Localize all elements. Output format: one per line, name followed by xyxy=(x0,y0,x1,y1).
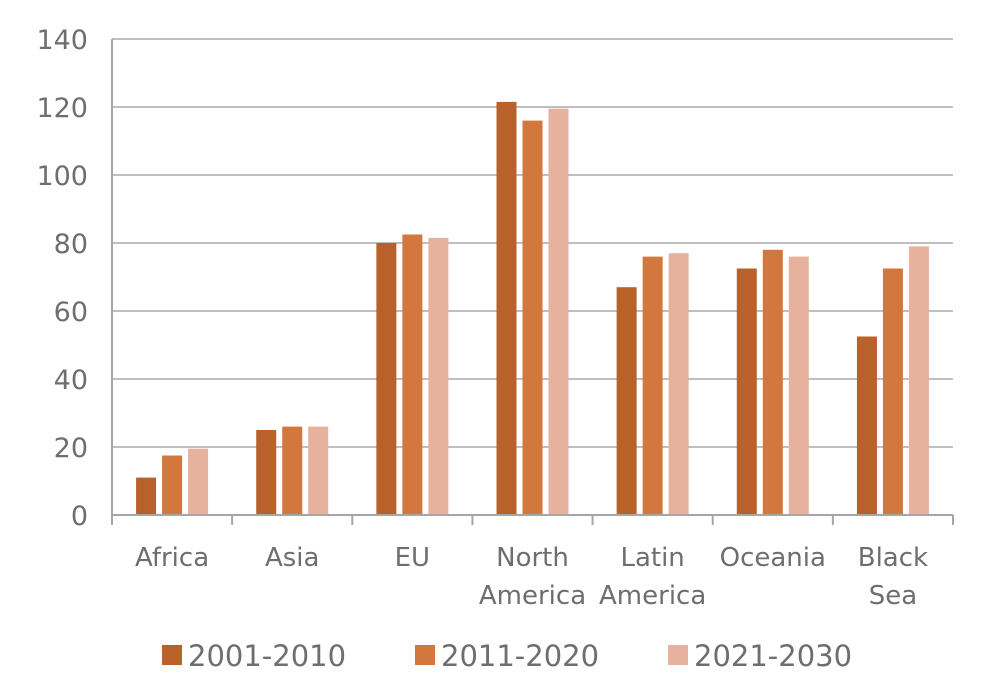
y-tick-label: 60 xyxy=(54,297,88,328)
y-tick-label: 40 xyxy=(54,365,88,396)
x-category-label: Black Sea xyxy=(858,543,928,611)
bar-2021-2030-Asia xyxy=(308,426,329,515)
bar-2021-2030-EU xyxy=(428,237,449,515)
bar-2011-2020-Oceania xyxy=(762,249,783,516)
bar-2011-2020-North America xyxy=(522,120,543,515)
legend-swatch xyxy=(162,645,182,665)
x-category-label-line: America xyxy=(599,581,706,611)
legend-swatch xyxy=(668,645,688,665)
x-category-label: North America xyxy=(479,543,586,611)
x-category-label: Asia xyxy=(265,543,320,573)
bar-2021-2030-Oceania xyxy=(788,256,809,515)
x-category-label-line: Oceania xyxy=(720,543,826,573)
bar-2001-2010-North America xyxy=(496,101,517,516)
y-tick-labels: 0 20 40 60 80 100 120 140 xyxy=(36,25,88,532)
x-category-label-line: EU xyxy=(395,543,430,573)
bar-2021-2030-Africa xyxy=(188,448,209,515)
x-category-label: Oceania xyxy=(720,543,826,573)
bar-2001-2010-EU xyxy=(376,243,397,515)
bar-2021-2030-Latin America xyxy=(668,253,689,515)
x-category-label-line: Black xyxy=(858,543,928,573)
x-category-label: EU xyxy=(395,543,430,573)
bars xyxy=(136,101,929,516)
bar-2011-2020-Black Sea xyxy=(882,268,903,515)
y-tick-label: 140 xyxy=(36,25,88,56)
legend-label: 2001-2010 xyxy=(188,639,346,673)
x-category-label-line: Latin xyxy=(620,543,684,573)
x-category-label: Latin America xyxy=(599,543,706,611)
bar-2001-2010-Latin America xyxy=(616,287,637,515)
x-category-label-line: Asia xyxy=(265,543,320,573)
legend: 2001-2010 2011-2020 2021-2030 xyxy=(162,639,852,673)
bar-2011-2020-Africa xyxy=(162,455,183,515)
bar-2021-2030-North America xyxy=(548,108,569,515)
bar-2001-2010-Asia xyxy=(256,430,277,515)
x-category-label-line: America xyxy=(479,581,586,611)
axes xyxy=(111,39,954,525)
bar-2001-2010-Africa xyxy=(136,477,157,515)
legend-label: 2011-2020 xyxy=(441,639,599,673)
bar-2011-2020-Latin America xyxy=(642,256,663,515)
y-tick-label: 120 xyxy=(36,93,88,124)
y-tick-label: 80 xyxy=(54,229,88,260)
x-category-label-line: North xyxy=(496,543,569,573)
y-tick-label: 0 xyxy=(71,501,88,532)
legend-swatch xyxy=(415,645,435,665)
bar-2011-2020-EU xyxy=(402,234,423,515)
x-category-label: Africa xyxy=(135,543,209,573)
x-category-labels: Africa Asia EU North America Latin America Ocea… xyxy=(135,543,928,611)
bar-2011-2020-Asia xyxy=(282,426,303,515)
x-category-label-line: Sea xyxy=(869,581,917,611)
bar-2001-2010-Black Sea xyxy=(856,336,877,515)
legend-label: 2021-2030 xyxy=(694,639,852,673)
x-category-label-line: Africa xyxy=(135,543,209,573)
bar-2021-2030-Black Sea xyxy=(908,246,929,515)
y-tick-label: 20 xyxy=(54,433,88,464)
y-tick-label: 100 xyxy=(36,161,88,192)
bar-2001-2010-Oceania xyxy=(736,268,757,515)
